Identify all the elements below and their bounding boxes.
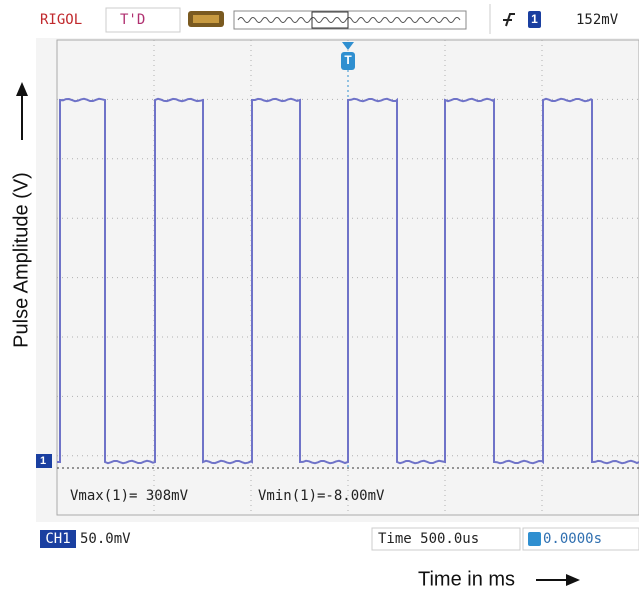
y-axis-arrowhead <box>16 82 28 96</box>
status: T'D <box>120 12 145 28</box>
brand: RIGOL <box>40 12 82 28</box>
trigger-marker-label: T <box>344 53 352 67</box>
scope-screenshot: RIGOL T'D 1 152mV T 1 Vmax(1)= 308mV Vmi… <box>0 0 639 591</box>
x-axis-arrowhead <box>566 574 580 586</box>
channel-marker-label: 1 <box>40 455 46 467</box>
vmax: Vmax(1)= 308mV <box>70 488 189 504</box>
channel-label: CH1 <box>45 531 70 547</box>
vmin: Vmin(1)=-8.00mV <box>258 488 385 504</box>
memory-icon-inner <box>193 15 219 23</box>
x-axis-label: Time in ms <box>418 568 515 590</box>
trigger-channel: 1 <box>531 12 538 26</box>
time-offset: 0.0000s <box>543 531 602 547</box>
offset-icon <box>528 532 541 546</box>
trigger-level: 152mV <box>576 12 619 28</box>
record-window <box>234 11 466 29</box>
timebase: Time 500.0us <box>378 531 479 547</box>
y-axis-label: Pulse Amplitude (V) <box>10 172 32 348</box>
volts-per-div: 50.0mV <box>80 531 131 547</box>
